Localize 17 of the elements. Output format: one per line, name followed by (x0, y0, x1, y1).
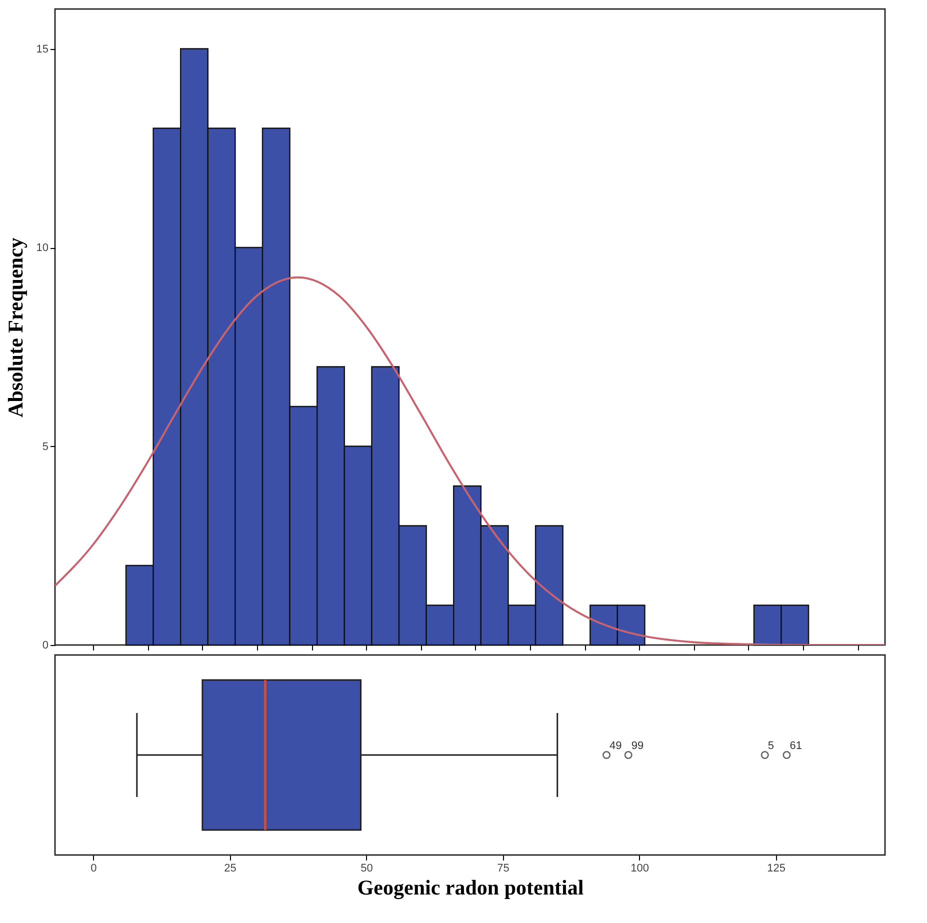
annotation: 61 (790, 740, 802, 752)
x-tick-label: 0 (90, 862, 97, 874)
annotation: 99 (631, 740, 644, 752)
x-tick-label: 75 (497, 862, 510, 874)
y-tick-label: 5 (42, 440, 48, 453)
y-tick-label: 15 (36, 43, 48, 56)
x-axis-title: Geogenic radon potential (357, 876, 584, 900)
annotation: 5 (768, 740, 774, 752)
annotation: 49 (610, 740, 622, 752)
x-tick-label: 125 (767, 862, 786, 874)
x-tick-label: 100 (630, 862, 649, 874)
line-series (55, 276, 885, 645)
x-tick-label: 25 (224, 862, 236, 874)
y-axis-title: Absolute Frequency (3, 237, 28, 418)
y-tick-label: 0 (42, 640, 48, 652)
y-tick-label: 10 (36, 242, 48, 254)
x-tick-label: 50 (360, 862, 373, 874)
